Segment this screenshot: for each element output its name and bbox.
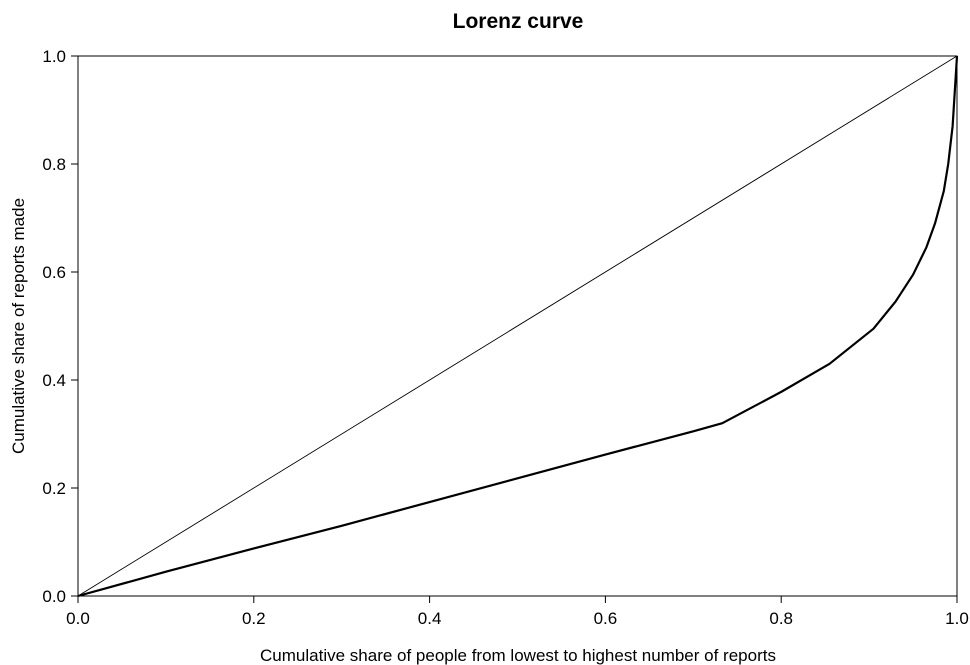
plot-frame — [77, 55, 958, 597]
chart-title: Lorenz curve — [453, 10, 584, 33]
y-axis-label: Cumulative share of reports made — [9, 198, 28, 454]
equality-line — [77, 55, 958, 597]
x-axis: 0.0 0.2 0.4 0.6 0.8 1.0 — [66, 596, 969, 628]
x-tick-label: 0.0 — [66, 609, 90, 628]
y-tick-label: 0.4 — [42, 371, 66, 390]
x-axis-label: Cumulative share of people from lowest t… — [260, 646, 776, 665]
y-tick-label: 0.2 — [42, 479, 66, 498]
x-tick-label: 1.0 — [945, 609, 969, 628]
lorenz-curve-line — [77, 55, 959, 598]
x-tick-label: 0.6 — [594, 609, 618, 628]
x-tick-label: 0.2 — [242, 609, 266, 628]
x-tick-label: 0.8 — [769, 609, 793, 628]
x-tick-label: 0.4 — [418, 609, 442, 628]
y-tick-label: 1.0 — [42, 47, 66, 66]
y-tick-label: 0.6 — [42, 263, 66, 282]
y-axis: 0.0 0.2 0.4 0.6 0.8 1.0 — [42, 47, 78, 606]
y-tick-label: 0.8 — [42, 155, 66, 174]
y-tick-label: 0.0 — [42, 587, 66, 606]
